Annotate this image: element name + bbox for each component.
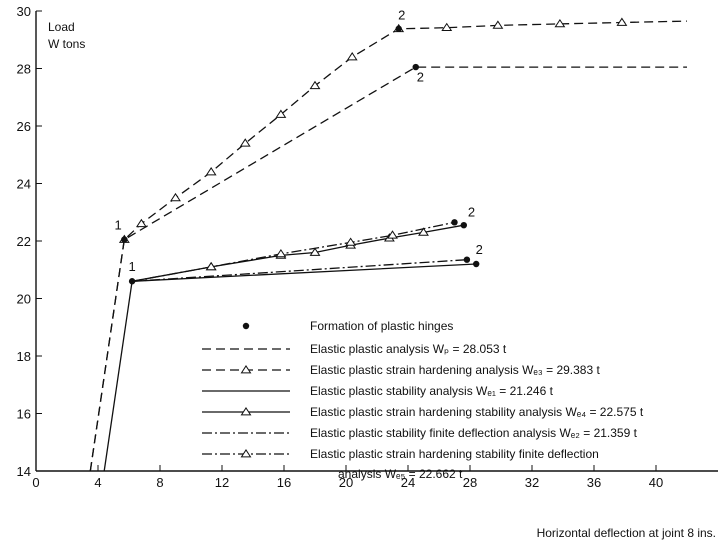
- y-tick-label: 14: [17, 464, 31, 479]
- y-tick-label: 24: [17, 177, 31, 192]
- legend-triangle-marker: [240, 365, 252, 374]
- legend-label: Elastic plastic analysis Wₚ = 28.053 t: [310, 342, 507, 356]
- x-tick-label: 36: [587, 475, 601, 490]
- series-5: [132, 259, 467, 282]
- plastic-hinge-dot: [121, 236, 128, 243]
- triangle-marker: [170, 192, 181, 202]
- plastic-hinge-dot: [463, 256, 471, 263]
- triangle-marker: [387, 230, 398, 239]
- series-layer: [89, 17, 688, 472]
- x-tick-label: 12: [215, 475, 229, 490]
- series-line: [132, 259, 467, 282]
- x-tick-label: 0: [32, 475, 39, 490]
- series-2: [89, 17, 688, 472]
- triangle-marker: [275, 109, 287, 118]
- y-tick-label: 22: [17, 234, 31, 249]
- triangle-marker: [309, 80, 321, 90]
- legend-label: Elastic plastic strain hardening stabili…: [310, 447, 599, 461]
- x-tick-label: 24: [401, 475, 415, 490]
- x-tick-label: 20: [339, 475, 353, 490]
- legend-item-1: Elastic plastic analysis Wₚ = 28.053 t: [202, 342, 507, 356]
- legend-label: analysis Wₑ₅ = 22.662 t: [338, 467, 463, 481]
- plastic-hinge-dot: [412, 63, 419, 71]
- hinge-number-label: 2: [476, 242, 483, 257]
- y-tick-label: 28: [17, 62, 31, 77]
- triangle-marker: [309, 247, 321, 256]
- triangle-marker: [554, 18, 566, 28]
- plastic-hinge-dot: [395, 25, 402, 33]
- y-axis-label-line2: W tons: [48, 37, 85, 51]
- legend-item-hinges: Formation of plastic hinges: [242, 319, 453, 333]
- legend-item-2: Elastic plastic strain hardening analysi…: [202, 363, 600, 377]
- triangle-marker: [345, 237, 357, 246]
- triangle-marker: [239, 138, 251, 147]
- triangle-marker: [205, 261, 217, 271]
- triangle-marker: [205, 167, 217, 176]
- hinge-number-label: 1: [128, 259, 135, 274]
- legend: Formation of plastic hinges Elastic plast…: [202, 319, 644, 481]
- triangle-marker: [346, 52, 358, 61]
- x-tick-label: 40: [649, 475, 663, 490]
- y-tick-label: 18: [17, 349, 31, 364]
- plastic-hinge-dot: [451, 219, 458, 226]
- triangle-marker: [418, 227, 429, 236]
- legend-item-6: Elastic plastic strain hardening stabili…: [202, 447, 599, 481]
- triangle-marker: [616, 17, 628, 26]
- x-axis-label: Horizontal deflection at joint 8 ins.: [537, 526, 716, 540]
- hinge-number-label: 2: [417, 69, 424, 84]
- annotation-layer: 1 1 2 2 2 2: [115, 8, 483, 275]
- x-tick-label: 32: [525, 475, 539, 490]
- y-tick-label: 16: [17, 407, 31, 422]
- hinge-number-label: 2: [468, 205, 475, 220]
- series-6: [131, 221, 455, 282]
- x-tick-label: 4: [94, 475, 101, 490]
- legend-item-5: Elastic plastic stability finite deflect…: [202, 426, 638, 440]
- plastic-hinge-dot: [128, 278, 136, 285]
- y-tick-label: 30: [17, 4, 31, 19]
- legend-label: Elastic plastic strain hardening stabili…: [310, 405, 644, 419]
- legend-label: Elastic plastic strain hardening analysi…: [310, 363, 600, 377]
- series-line: [89, 20, 688, 472]
- triangle-marker: [135, 218, 147, 228]
- hinge-layer: [121, 25, 480, 285]
- y-tick-label: 26: [17, 119, 31, 134]
- triangle-marker: [275, 248, 287, 258]
- plastic-hinge-dot: [460, 221, 467, 229]
- triangle-marker: [441, 22, 453, 32]
- x-tick-label: 28: [463, 475, 477, 490]
- hinge-number-label: 2: [398, 8, 405, 23]
- legend-label: Elastic plastic stability finite deflect…: [310, 426, 638, 440]
- legend-item-3: Elastic plastic stability analysis Wₑ₁ =…: [202, 384, 554, 398]
- plastic-hinge-dot: [473, 260, 480, 268]
- hinge-number-label: 1: [115, 218, 122, 233]
- legend-triangle-marker: [240, 407, 252, 416]
- y-axis-label-line1: Load: [48, 20, 75, 34]
- x-tick-label: 8: [156, 475, 163, 490]
- y-tick-label: 20: [17, 292, 31, 307]
- triangle-marker: [492, 20, 504, 29]
- legend-item-4: Elastic plastic strain hardening stabili…: [202, 405, 644, 419]
- legend-label: Elastic plastic stability analysis Wₑ₁ =…: [310, 384, 554, 398]
- legend-hinge-dot: [242, 322, 250, 330]
- legend-hinge-label: Formation of plastic hinges: [310, 319, 453, 333]
- legend-triangle-marker: [240, 449, 252, 458]
- series-line: [131, 221, 455, 282]
- x-tick-label: 16: [277, 475, 291, 490]
